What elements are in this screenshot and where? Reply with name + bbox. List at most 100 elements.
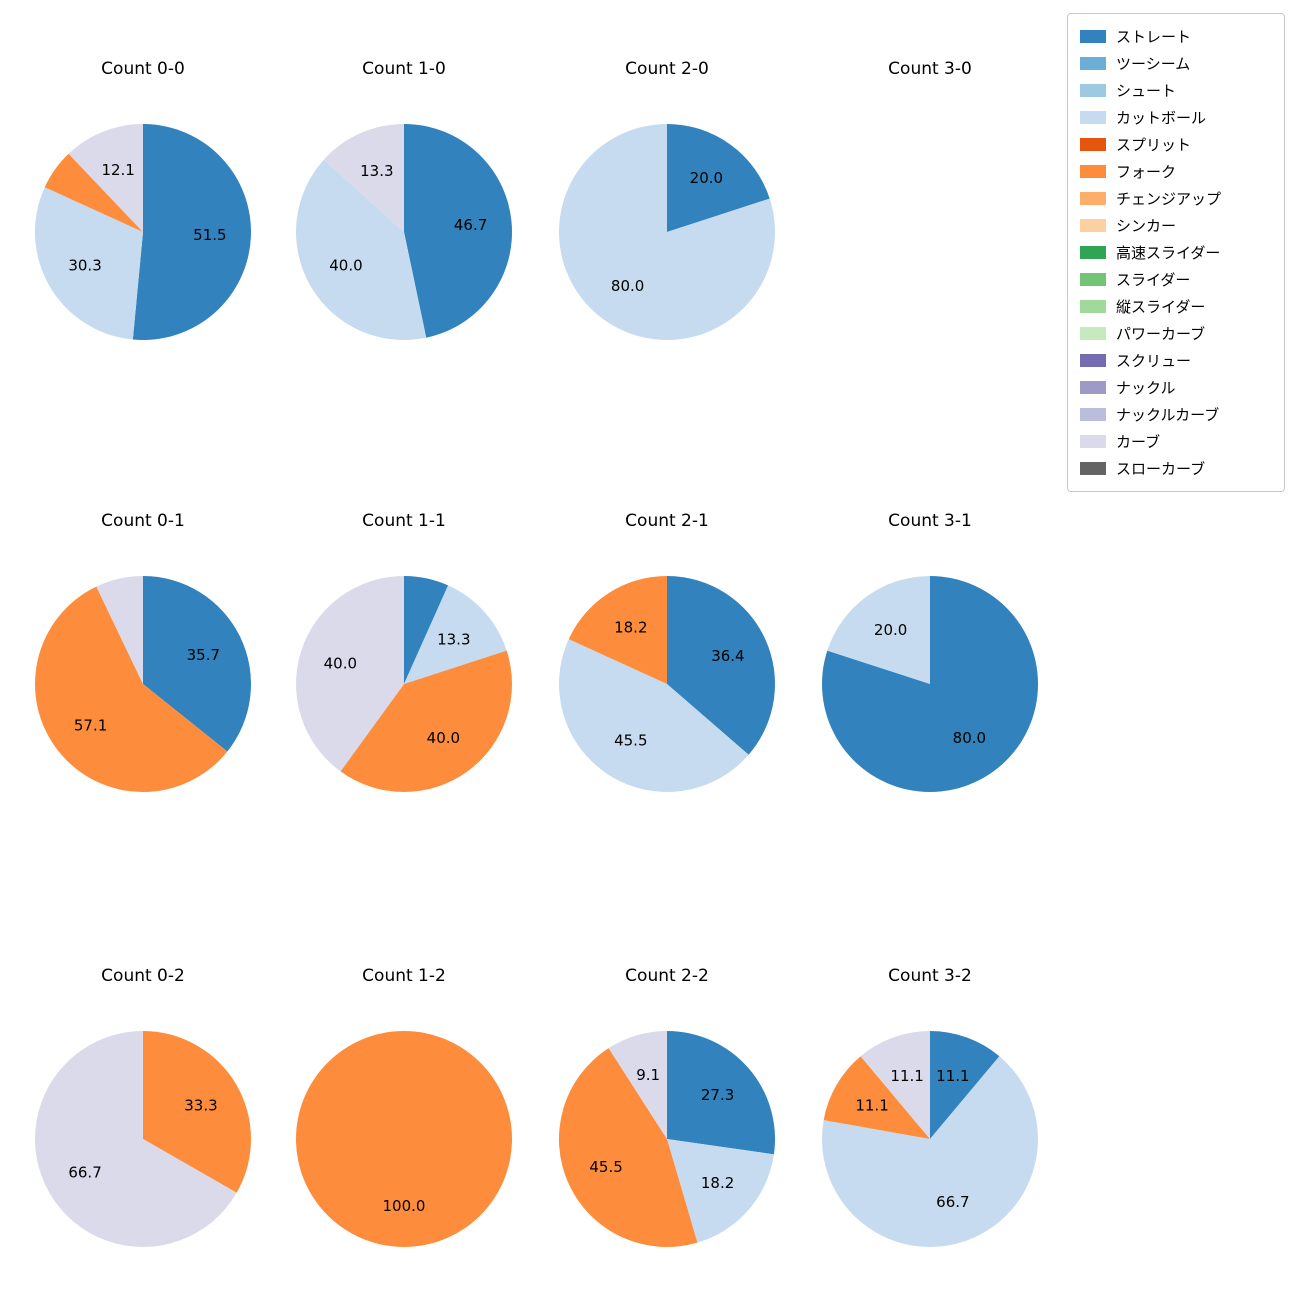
slice-percent-label: 57.1	[74, 717, 107, 735]
legend-label: スプリット	[1116, 136, 1192, 154]
legend-item: カーブ	[1076, 428, 1276, 455]
legend-swatch	[1080, 246, 1106, 259]
pie-slice	[559, 639, 749, 792]
chart-title: Count 1-0	[362, 59, 446, 79]
legend-swatch	[1080, 219, 1106, 232]
legend-item: フォーク	[1076, 158, 1276, 185]
slice-percent-label: 9.1	[636, 1066, 660, 1084]
chart-cell-count-0-0: Count 0-0 51.5 30.3 12.1	[3, 57, 283, 344]
legend-swatch	[1080, 300, 1106, 313]
slice-percent-label: 100.0	[383, 1197, 426, 1215]
pie-chart: 13.3 40.0 40.0	[296, 576, 512, 792]
chart-title: Count 0-1	[101, 511, 185, 531]
legend-label: ナックル	[1116, 379, 1176, 397]
legend-label: スライダー	[1116, 271, 1191, 289]
legend-swatch	[1080, 273, 1106, 286]
pie-chart: 20.0 80.0	[558, 123, 775, 340]
legend-label: スクリュー	[1116, 352, 1192, 370]
pie-slice	[296, 1031, 512, 1247]
slice-percent-label: 45.5	[589, 1158, 622, 1176]
legend-item: カットボール	[1076, 104, 1276, 131]
legend-swatch	[1080, 30, 1106, 43]
chart-cell-count-3-0: Count 3-0	[790, 57, 1070, 344]
pitch-type-legend: ストレートツーシームシュートカットボールスプリットフォークチェンジアップシンカー…	[1067, 13, 1285, 492]
legend-item: シュート	[1076, 77, 1276, 104]
legend-item: ストレート	[1076, 23, 1276, 50]
legend-item: パワーカーブ	[1076, 320, 1276, 347]
chart-title: Count 0-0	[101, 59, 185, 79]
pie-slice	[340, 650, 512, 792]
pie-slice	[404, 124, 513, 338]
legend-item: ナックル	[1076, 374, 1276, 401]
chart-cell-count-3-1: Count 3-1 80.0 20.0	[790, 509, 1070, 796]
slice-percent-label: 11.1	[890, 1067, 923, 1085]
slice-percent-label: 30.3	[68, 257, 101, 275]
legend-item: 高速スライダー	[1076, 239, 1276, 266]
chart-cell-count-2-0: Count 2-0 20.0 80.0	[527, 57, 807, 344]
pie-chart	[818, 120, 1042, 344]
pie-chart: 35.7 57.1	[35, 576, 252, 792]
slice-percent-label: 66.7	[68, 1164, 101, 1182]
pie-slice	[667, 1139, 774, 1243]
slice-percent-label: 11.1	[936, 1067, 969, 1085]
slice-percent-label: 13.3	[360, 162, 393, 180]
slice-percent-label: 12.1	[101, 161, 134, 179]
pie-slice	[860, 1031, 930, 1139]
slice-percent-label: 27.3	[701, 1086, 734, 1104]
legend-label: シュート	[1116, 82, 1177, 100]
legend-item: 縦スライダー	[1076, 293, 1276, 320]
chart-title: Count 2-1	[625, 511, 709, 531]
chart-cell-count-2-2: Count 2-2 27.3 18.2 45.5 9.1	[527, 964, 807, 1251]
legend-swatch	[1080, 138, 1106, 151]
slice-percent-label: 80.0	[611, 277, 644, 295]
chart-title: Count 2-2	[625, 966, 709, 986]
chart-title: Count 3-2	[888, 966, 972, 986]
legend-swatch	[1080, 381, 1106, 394]
slice-percent-label: 20.0	[874, 621, 907, 639]
legend-swatch	[1080, 354, 1106, 367]
slice-percent-label: 18.2	[701, 1174, 734, 1192]
pie-slice	[143, 1031, 251, 1193]
legend-label: チェンジアップ	[1116, 190, 1222, 208]
chart-cell-count-1-2: Count 1-2 100.0	[264, 964, 544, 1251]
pie-slice	[558, 1048, 698, 1248]
chart-title: Count 3-0	[888, 59, 972, 79]
pie-slice	[96, 576, 143, 684]
slice-percent-label: 51.5	[193, 226, 226, 244]
legend-swatch	[1080, 462, 1106, 475]
legend-label: フォーク	[1116, 163, 1177, 181]
pie-slice	[68, 124, 143, 232]
slice-percent-label: 11.1	[855, 1096, 888, 1114]
legend-swatch	[1080, 111, 1106, 124]
legend-swatch	[1080, 192, 1106, 205]
pie-slice	[132, 124, 252, 340]
slice-percent-label: 20.0	[690, 169, 723, 187]
pie-slice	[295, 159, 427, 341]
slice-percent-label: 36.4	[711, 647, 744, 665]
pie-chart: 33.3 66.7	[34, 1031, 251, 1247]
legend-item: スクリュー	[1076, 347, 1276, 374]
pie-chart: 46.7 40.0 13.3	[295, 124, 513, 341]
legend-item: シンカー	[1076, 212, 1276, 239]
slice-percent-label: 33.3	[184, 1096, 217, 1114]
chart-cell-count-2-1: Count 2-1 36.4 45.5 18.2	[527, 509, 807, 796]
chart-title: Count 0-2	[101, 966, 185, 986]
pie-slice	[35, 586, 228, 792]
legend-label: ツーシーム	[1116, 55, 1191, 73]
legend-item: スローカーブ	[1076, 455, 1276, 482]
pie-slice	[143, 576, 252, 752]
slice-percent-label: 13.3	[437, 630, 470, 648]
pie-slice	[323, 124, 404, 232]
legend-item: スライダー	[1076, 266, 1276, 293]
chart-cell-count-1-1: Count 1-1 13.3 40.0 40.0	[264, 509, 544, 796]
chart-cell-count-3-2: Count 3-2 11.1 66.7 11.1 11.1	[790, 964, 1070, 1251]
legend-item: ツーシーム	[1076, 50, 1276, 77]
legend-item: スプリット	[1076, 131, 1276, 158]
pie-chart: 51.5 30.3 12.1	[35, 124, 252, 340]
slice-percent-label: 46.7	[454, 216, 487, 234]
slice-percent-label: 40.0	[427, 729, 460, 747]
legend-label: 縦スライダー	[1116, 298, 1206, 316]
legend-label: ストレート	[1116, 28, 1192, 46]
legend-swatch	[1080, 327, 1106, 340]
